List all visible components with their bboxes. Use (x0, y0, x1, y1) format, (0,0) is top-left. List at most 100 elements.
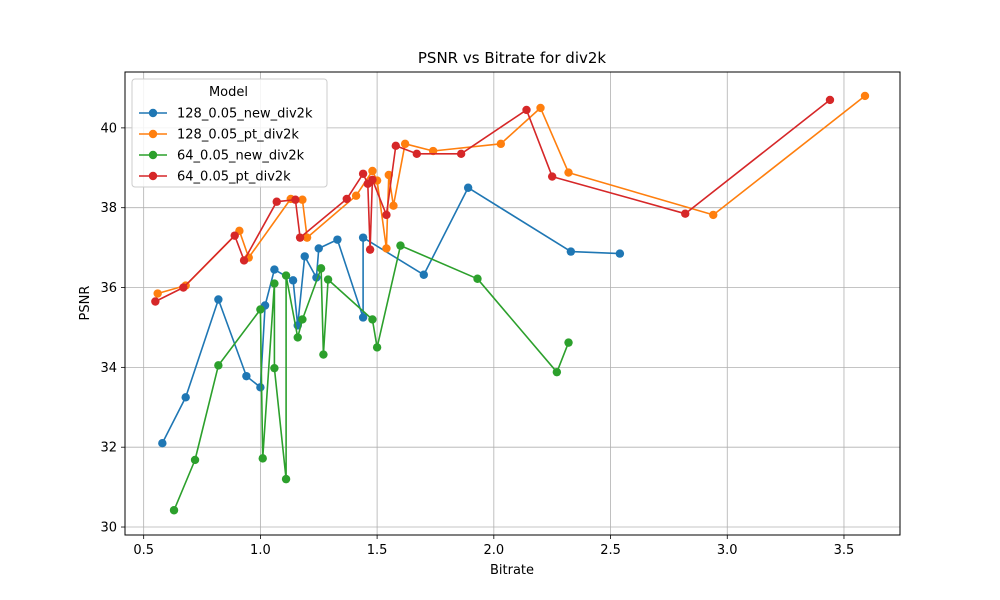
data-point (368, 315, 377, 324)
data-point (270, 363, 279, 373)
data-point (151, 297, 160, 306)
data-point (272, 197, 281, 206)
x-tick-label: 3.0 (717, 543, 738, 558)
data-point (496, 139, 506, 149)
data-point (319, 350, 328, 359)
data-point (463, 183, 473, 192)
legend-label: 128_0.05_pt_div2k (177, 128, 299, 143)
x-tick-label: 1.0 (250, 543, 271, 558)
data-point (258, 454, 267, 463)
data-point (547, 172, 557, 181)
data-point (270, 279, 279, 288)
data-point (242, 371, 251, 381)
legend-label: 128_0.05_new_div2k (177, 107, 313, 122)
series-layer (151, 91, 870, 515)
data-point (391, 141, 400, 151)
data-point (368, 166, 377, 176)
data-point (456, 149, 466, 159)
y-tick-label: 36 (100, 281, 117, 296)
data-point (288, 276, 298, 285)
data-point (358, 233, 368, 242)
legend: Model 128_0.05_new_div2k 128_0.05_pt_div2k… (131, 78, 328, 188)
series-line (157, 95, 866, 295)
data-point (372, 343, 382, 352)
x-tick-label: 0.5 (133, 543, 154, 558)
data-point (333, 235, 342, 244)
y-tick-label: 34 (100, 361, 117, 376)
data-point (316, 264, 326, 273)
data-point (564, 168, 573, 177)
axes: 0.5 1.0 1.5 2.0 2.5 3.0 3.5 30 32 34 36 38 40 (100, 121, 854, 558)
legend-title: Model (209, 85, 248, 100)
x-axis-label: Bitrate (490, 563, 534, 578)
data-point (365, 245, 375, 254)
data-point (351, 191, 361, 200)
x-tick-label: 2.5 (600, 543, 621, 558)
data-point (256, 383, 265, 392)
legend-swatch-marker (148, 108, 158, 118)
data-point (615, 249, 625, 258)
data-point (190, 455, 200, 465)
series-128_0.05_new_div2k (158, 183, 625, 448)
data-point (323, 275, 333, 284)
series-line (154, 99, 831, 303)
data-point (281, 474, 291, 484)
data-point (552, 367, 562, 377)
x-tick-label: 3.5 (834, 543, 855, 558)
data-point (158, 438, 167, 448)
data-point (566, 247, 576, 256)
data-point (396, 241, 405, 250)
y-tick-label: 38 (100, 201, 117, 216)
legend-label: 64_0.05_new_div2k (177, 149, 305, 164)
data-point (281, 271, 291, 280)
data-point (169, 506, 179, 515)
data-point (358, 313, 368, 322)
data-point (412, 149, 421, 159)
x-tick-label: 2.0 (483, 543, 504, 558)
data-point (709, 210, 718, 220)
data-point (564, 338, 573, 347)
data-point (214, 295, 223, 304)
data-point (825, 95, 835, 105)
data-point (681, 209, 690, 218)
y-tick-label: 40 (100, 121, 117, 136)
data-point (153, 289, 162, 298)
data-point (256, 305, 265, 314)
y-axis-label: PSNR (78, 286, 93, 321)
data-point (291, 195, 300, 204)
data-point (214, 361, 223, 370)
legend-box (131, 78, 328, 188)
data-point (382, 210, 391, 220)
data-point (314, 244, 323, 253)
series-64_0.05_new_div2k (169, 241, 573, 515)
data-point (181, 393, 190, 402)
data-point (860, 91, 870, 101)
legend-swatch-marker (148, 129, 158, 139)
data-point (522, 105, 531, 115)
data-point (536, 103, 545, 113)
data-point (358, 169, 368, 178)
grid (125, 72, 900, 535)
data-point (293, 333, 302, 342)
data-point (239, 256, 249, 265)
series-64_0.05_pt_div2k (151, 95, 835, 306)
data-point (300, 252, 309, 261)
legend-label: 64_0.05_pt_div2k (177, 170, 291, 185)
data-point (368, 175, 377, 184)
legend-swatch-marker (148, 150, 158, 160)
data-point (179, 283, 188, 292)
legend-swatch-marker (148, 171, 158, 181)
data-point (298, 195, 307, 204)
data-point (389, 201, 398, 210)
data-point (270, 265, 279, 274)
data-point (302, 233, 312, 242)
data-point (230, 231, 239, 240)
series-line (173, 244, 570, 511)
y-tick-label: 32 (100, 441, 117, 456)
data-point (342, 194, 351, 204)
data-point (419, 270, 428, 279)
data-point (400, 139, 410, 149)
data-point (382, 244, 391, 253)
data-point (298, 315, 307, 324)
